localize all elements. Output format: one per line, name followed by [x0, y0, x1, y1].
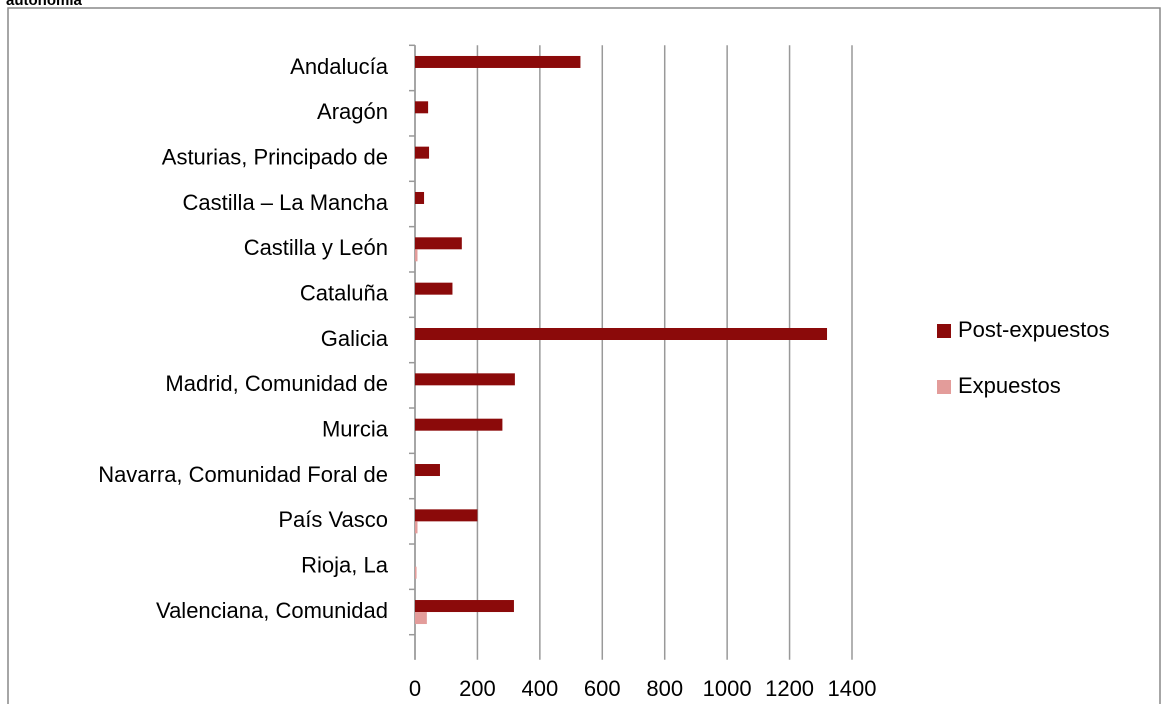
x-tick-label: 1200: [765, 676, 814, 701]
y-tick-label: Aragón: [317, 99, 388, 124]
bar: [415, 612, 427, 625]
legend-swatch: [937, 324, 951, 338]
y-tick-label: Asturias, Principado de: [162, 144, 388, 169]
bar: [415, 191, 425, 204]
legend-label: Expuestos: [958, 373, 1061, 398]
bar: [415, 566, 417, 579]
y-tick-label: Galicia: [321, 326, 389, 351]
bar: [415, 418, 503, 431]
bar: [415, 101, 429, 114]
x-tick-label: 400: [521, 676, 558, 701]
x-tick-label: 1000: [703, 676, 752, 701]
x-tick-label: 0: [409, 676, 421, 701]
y-tick-label: País Vasco: [278, 507, 388, 532]
y-tick-label: Castilla – La Mancha: [183, 190, 389, 215]
legend-label: Post-expuestos: [958, 317, 1110, 342]
bar: [415, 464, 440, 477]
bar: [415, 600, 514, 613]
x-tick-label: 1400: [828, 676, 877, 701]
chart-frame: [7, 7, 1161, 704]
bar: [415, 249, 418, 262]
bar: [415, 237, 462, 250]
chart-title: autonomía: [6, 0, 82, 9]
y-tick-label: Castilla y León: [244, 235, 388, 260]
bar: [415, 373, 515, 386]
bar: [415, 282, 453, 295]
y-tick-label: Madrid, Comunidad de: [165, 371, 388, 396]
x-tick-label: 200: [459, 676, 496, 701]
y-tick-label: Valenciana, Comunidad: [156, 598, 388, 623]
bar: [415, 55, 581, 68]
legend-swatch: [937, 380, 951, 394]
y-tick-label: Andalucía: [290, 54, 389, 79]
y-tick-label: Cataluña: [300, 280, 389, 305]
bar: [415, 146, 430, 159]
y-tick-label: Murcia: [322, 416, 389, 441]
x-tick-label: 600: [584, 676, 621, 701]
y-tick-label: Navarra, Comunidad Foral de: [98, 462, 388, 487]
y-tick-label: Rioja, La: [301, 553, 389, 578]
bar: [415, 328, 828, 340]
x-tick-label: 800: [646, 676, 683, 701]
bar: [415, 509, 478, 522]
bar: [415, 521, 418, 534]
